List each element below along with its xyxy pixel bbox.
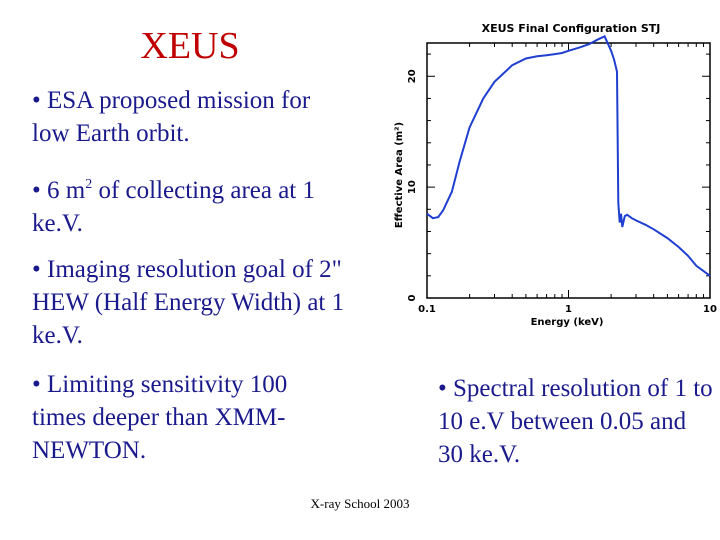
bullet-collecting-area-post: of collecting area at 1 ke.V. (32, 177, 316, 237)
chart-title: XEUS Final Configuration STJ (482, 22, 661, 35)
chart-series-line (426, 34, 711, 277)
chart-frame (426, 42, 711, 299)
bullet-collecting-area-pre: • 6 m (32, 177, 86, 204)
bullet-collecting-area-sup: 2 (85, 177, 93, 192)
bullet-spectral-resolution: • Spectral resolution of 1 to 10 e.V bet… (438, 375, 713, 468)
bullet-mission: • ESA proposed mission for low Earth orb… (32, 87, 311, 147)
x-tick-label: 1 (565, 304, 572, 315)
bullet-collecting-area: • 6 m2 of collecting area at 1 ke.V. (32, 168, 332, 240)
chart-plot-frame (426, 42, 711, 299)
chart-ylabel: Effective Area (m²) (394, 122, 405, 228)
chart-xlabel: Energy (keV) (531, 317, 604, 328)
y-tick-label: 10 (407, 180, 418, 194)
x-tick-label: 0.1 (418, 304, 436, 315)
y-tick-label: 0 (407, 294, 418, 301)
bullet-imaging-resolution: • Imaging resolution goal of 2" HEW (Hal… (32, 256, 345, 349)
bullet-limiting-sensitivity: • Limiting sensitivity 100 times deeper … (32, 371, 288, 464)
chart-ticks: 0.1 1 10 0 10 20 (407, 43, 717, 315)
slide-title: XEUS (140, 25, 240, 67)
x-tick-label: 10 (703, 304, 717, 315)
y-tick-label: 20 (407, 69, 418, 83)
effective-area-chart: XEUS Final Configuration STJ 0.1 1 10 0 10 20… (394, 22, 717, 328)
footer-text: X-ray School 2003 (310, 496, 410, 511)
